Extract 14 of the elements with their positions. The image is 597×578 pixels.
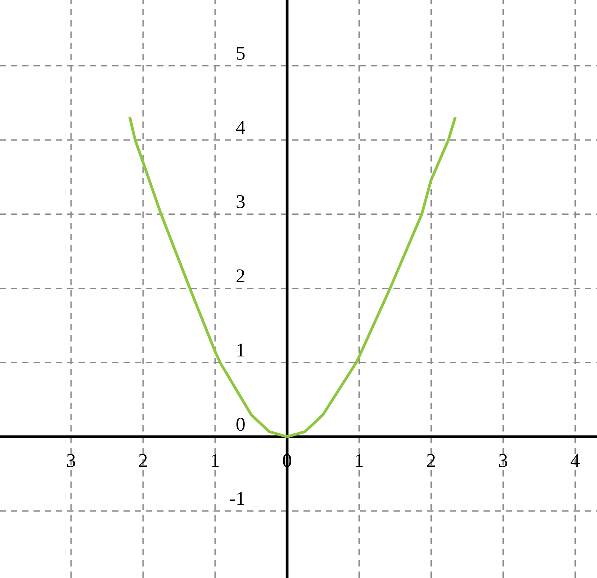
x-tick-label: 2 <box>427 454 436 468</box>
y-tick-label: 3 <box>236 195 245 208</box>
x-tick-label: 3 <box>499 454 508 468</box>
y-tick-label: 1 <box>238 344 245 357</box>
x-tick-label: 1 <box>356 454 364 468</box>
y-tick-label: 0 <box>236 418 245 432</box>
x-tick-label: 3 <box>67 454 76 468</box>
x-tick-label: 1 <box>212 454 220 468</box>
x-tick-label: 4 <box>570 454 580 468</box>
y-tick-label: 4 <box>236 121 246 134</box>
x-tick-label: 2 <box>139 454 148 468</box>
y-tick-label: 5 <box>237 47 245 60</box>
y-tick-label: -1 <box>230 492 245 506</box>
y-tick-label: 2 <box>236 270 245 282</box>
